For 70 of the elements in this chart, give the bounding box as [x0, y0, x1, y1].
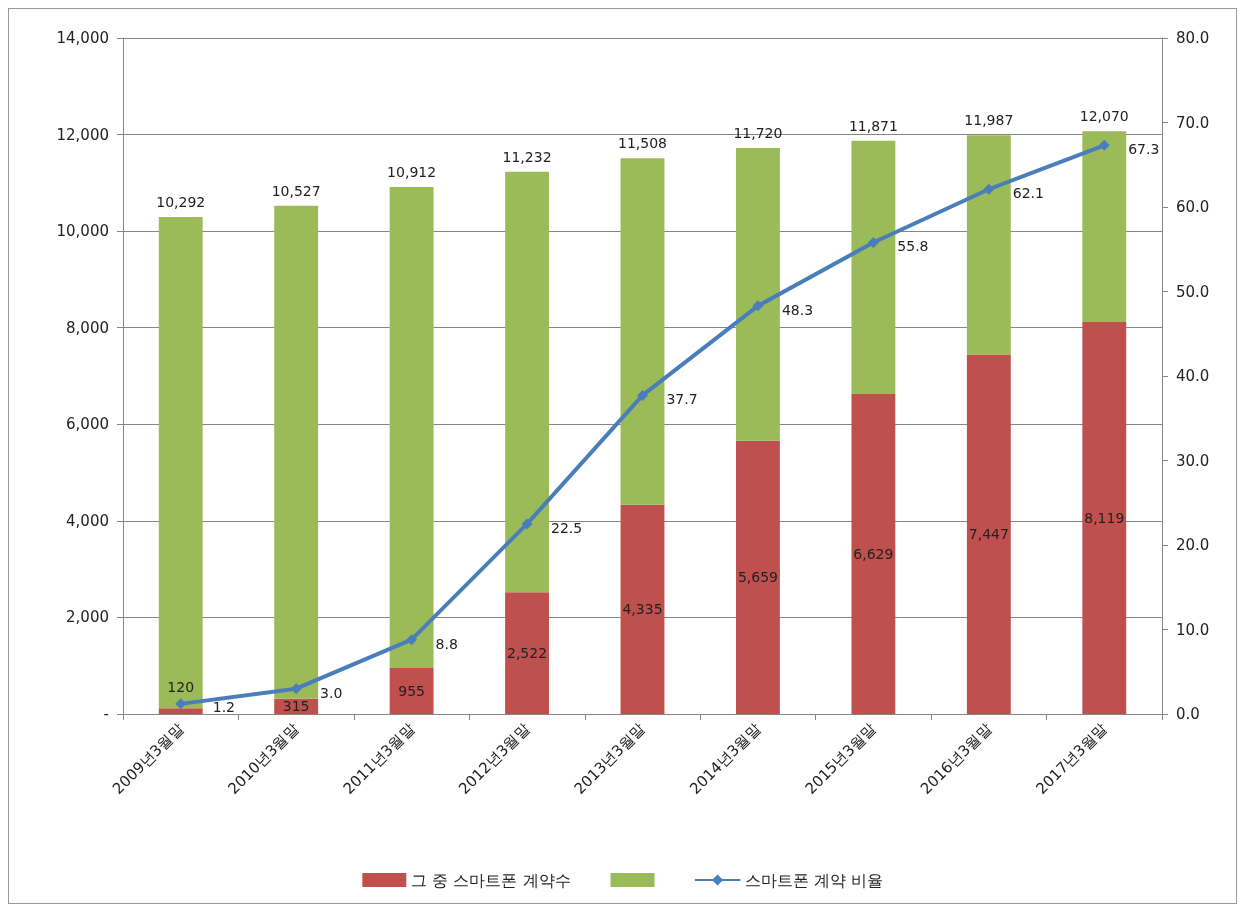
y-tick-label: 14,000 [56, 29, 109, 47]
point [406, 634, 418, 646]
y2-tick-label: 60.0 [1176, 198, 1210, 216]
data-label: 315 [282, 698, 310, 715]
bar [966, 135, 1011, 355]
data-label: 8.8 [435, 635, 458, 652]
y2-tick-label: 0.0 [1176, 705, 1200, 723]
y-tick-label: 8,000 [66, 318, 109, 337]
bar [620, 158, 665, 505]
total-label: 10,292 [156, 194, 206, 211]
point [867, 236, 879, 248]
data-label: 67.3 [1128, 141, 1160, 158]
data-label: 62.1 [1012, 185, 1044, 202]
y2-tick-label: 70.0 [1176, 113, 1210, 132]
data-label: 22.5 [550, 519, 583, 536]
bar [158, 217, 203, 709]
bar [274, 205, 319, 699]
data-label: 55.8 [897, 238, 929, 255]
y2-tick-label: 50.0 [1176, 282, 1210, 301]
point [637, 389, 648, 401]
y-tick-label: 10,000 [56, 222, 109, 241]
point [752, 300, 764, 312]
y2-tick-label: 30.0 [1176, 451, 1210, 470]
bar [389, 667, 434, 714]
bar [158, 708, 203, 714]
total-label: 12,070 [1079, 108, 1129, 125]
total-label: 11,232 [502, 148, 552, 165]
bar [736, 440, 780, 714]
data-label: 1.2 [212, 699, 236, 716]
bar [505, 171, 549, 593]
data-label: 3.0 [320, 684, 343, 701]
y2-tick-label: 80.0 [1176, 29, 1210, 47]
point [1098, 139, 1110, 151]
y-tick-label: 6,000 [66, 415, 109, 434]
total-label: 10,527 [271, 182, 321, 199]
legend-label: 스마트폰 계약 비율 [744, 870, 883, 890]
data-label: 6,629 [853, 545, 894, 562]
data-label: 5,659 [737, 569, 778, 586]
data-label: 4,335 [622, 601, 663, 618]
bar [736, 148, 780, 441]
total-label: 10,912 [387, 164, 437, 181]
bar [851, 393, 896, 714]
y-tick-label: 12,000 [56, 125, 109, 144]
point [521, 518, 533, 530]
bar [966, 354, 1011, 714]
data-label: 955 [398, 682, 425, 699]
y-tick-label: 2,000 [66, 608, 109, 627]
data-label: 8,119 [1084, 509, 1125, 526]
data-label: 7,447 [968, 526, 1009, 543]
legend-label: 그 중 스마트폰 계약수 [411, 870, 571, 890]
bar [1082, 131, 1127, 322]
data-label: 48.3 [781, 301, 814, 318]
y-tick-label: - [103, 705, 109, 723]
bar [620, 504, 665, 714]
y2-tick-label: 20.0 [1176, 536, 1210, 554]
data-label: 120 [167, 679, 195, 696]
total-label: 11,871 [848, 117, 898, 134]
y-tick-label: 4,000 [66, 511, 109, 530]
bar [389, 187, 434, 668]
bar [1082, 321, 1127, 714]
total-label: 11,720 [733, 125, 783, 142]
y2-tick-label: 10.0 [1176, 620, 1210, 639]
data-label: 2,522 [507, 645, 548, 662]
bar [505, 592, 549, 714]
y2-tick-label: 40.0 [1176, 367, 1210, 385]
total-label: 11,987 [964, 112, 1014, 129]
point [983, 183, 995, 195]
data-label: 37.7 [666, 391, 698, 408]
bar [851, 140, 896, 394]
total-label: 11,508 [618, 135, 667, 152]
